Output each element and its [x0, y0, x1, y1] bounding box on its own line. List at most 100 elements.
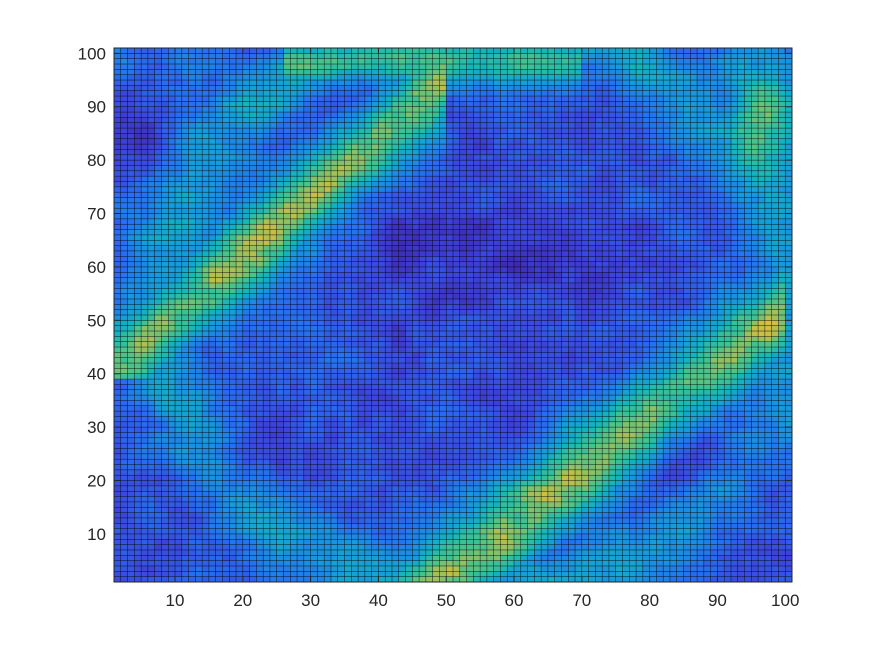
- heatmap-cell: [181, 240, 189, 246]
- heatmap-cell: [195, 501, 203, 508]
- heatmap-cell: [141, 416, 149, 423]
- heatmap-cell: [161, 517, 169, 524]
- heatmap-cell: [161, 576, 169, 583]
- heatmap-cell: [188, 331, 196, 337]
- heatmap-cell: [317, 411, 325, 417]
- heatmap-cell: [330, 331, 339, 337]
- heatmap-cell: [141, 186, 149, 193]
- heatmap-cell: [202, 234, 210, 241]
- heatmap-cell: [222, 475, 230, 481]
- heatmap-cell: [208, 320, 216, 326]
- heatmap-cell: [337, 469, 345, 476]
- heatmap-cell: [330, 533, 339, 540]
- heatmap-cell: [175, 576, 183, 583]
- heatmap-cell: [202, 507, 210, 513]
- heatmap-cell: [412, 480, 420, 487]
- heatmap-cell: [391, 491, 400, 497]
- heatmap-cell: [229, 186, 237, 193]
- heatmap-cell: [290, 555, 298, 561]
- heatmap-cell: [446, 565, 454, 572]
- heatmap-cell: [351, 208, 359, 214]
- heatmap-cell: [263, 421, 271, 428]
- heatmap-cell: [439, 405, 447, 412]
- heatmap-cell: [249, 218, 257, 225]
- heatmap-cell: [263, 539, 271, 545]
- heatmap-cell: [181, 421, 189, 428]
- heatmap-cell: [378, 411, 386, 417]
- heatmap-cell: [276, 122, 284, 129]
- heatmap-cell: [134, 80, 142, 86]
- heatmap-cell: [269, 544, 278, 551]
- heatmap-cell: [317, 448, 325, 455]
- heatmap-cell: [371, 298, 379, 305]
- heatmap-cell: [263, 208, 271, 214]
- heatmap-cell: [290, 517, 298, 524]
- heatmap-cell: [378, 320, 386, 326]
- heatmap-cell: [147, 437, 155, 444]
- heatmap-cell: [364, 298, 372, 305]
- heatmap-cell: [283, 416, 291, 423]
- heatmap-cell: [236, 395, 244, 401]
- heatmap-cell: [249, 85, 257, 92]
- heatmap-cell: [168, 336, 176, 342]
- heatmap-cell: [358, 154, 366, 161]
- heatmap-cell: [168, 560, 176, 567]
- heatmap-cell: [161, 379, 169, 385]
- heatmap-cell: [344, 464, 352, 471]
- heatmap-cell: [364, 480, 372, 487]
- heatmap-cell: [364, 576, 372, 583]
- heatmap-cell: [446, 245, 454, 252]
- heatmap-cell: [276, 421, 284, 428]
- heatmap-cell: [290, 48, 298, 54]
- heatmap-cell: [147, 336, 155, 342]
- heatmap-cell: [242, 416, 250, 423]
- heatmap-cell: [263, 85, 271, 92]
- heatmap-cell: [242, 411, 250, 417]
- heatmap-cell: [344, 347, 352, 353]
- heatmap-cell: [114, 363, 122, 369]
- heatmap-cell: [310, 304, 318, 310]
- heatmap-cell: [161, 128, 169, 134]
- heatmap-cell: [222, 256, 230, 262]
- heatmap-cell: [371, 512, 379, 519]
- heatmap-cell: [236, 256, 244, 262]
- heatmap-cell: [283, 432, 291, 439]
- heatmap-cell: [439, 443, 447, 449]
- heatmap-cell: [297, 117, 305, 124]
- heatmap-cell: [147, 528, 155, 535]
- heatmap-cell: [147, 250, 155, 257]
- heatmap-cell: [297, 213, 305, 220]
- heatmap-cell: [330, 464, 339, 471]
- heatmap-cell: [398, 501, 406, 508]
- heatmap-cell: [446, 469, 454, 476]
- heatmap-cell: [263, 325, 271, 332]
- heatmap-cell: [236, 298, 244, 305]
- heatmap-cell: [446, 325, 454, 332]
- heatmap-cell: [147, 176, 155, 182]
- heatmap-cell: [419, 170, 427, 177]
- heatmap-cell: [236, 325, 244, 332]
- heatmap-cell: [114, 64, 122, 70]
- heatmap-cell: [412, 533, 420, 540]
- heatmap-cell: [188, 122, 196, 129]
- heatmap-cell: [439, 331, 447, 337]
- heatmap-cell: [324, 213, 332, 220]
- heatmap-cell: [337, 421, 345, 428]
- heatmap-cell: [242, 250, 250, 257]
- heatmap-cell: [229, 507, 237, 513]
- heatmap-cell: [168, 357, 176, 364]
- heatmap-cell: [425, 523, 433, 529]
- heatmap-cell: [330, 96, 339, 102]
- heatmap-cell: [364, 117, 372, 124]
- heatmap-cell: [283, 224, 291, 230]
- heatmap-cell: [432, 368, 440, 375]
- heatmap-cell: [236, 539, 244, 545]
- heatmap-cell: [283, 170, 291, 177]
- heatmap-cell: [141, 69, 149, 75]
- heatmap-cell: [303, 571, 311, 577]
- heatmap-cell: [215, 315, 223, 321]
- heatmap-cell: [276, 517, 284, 524]
- heatmap-cell: [175, 443, 183, 449]
- heatmap-cell: [276, 576, 284, 583]
- heatmap-cell: [168, 571, 176, 577]
